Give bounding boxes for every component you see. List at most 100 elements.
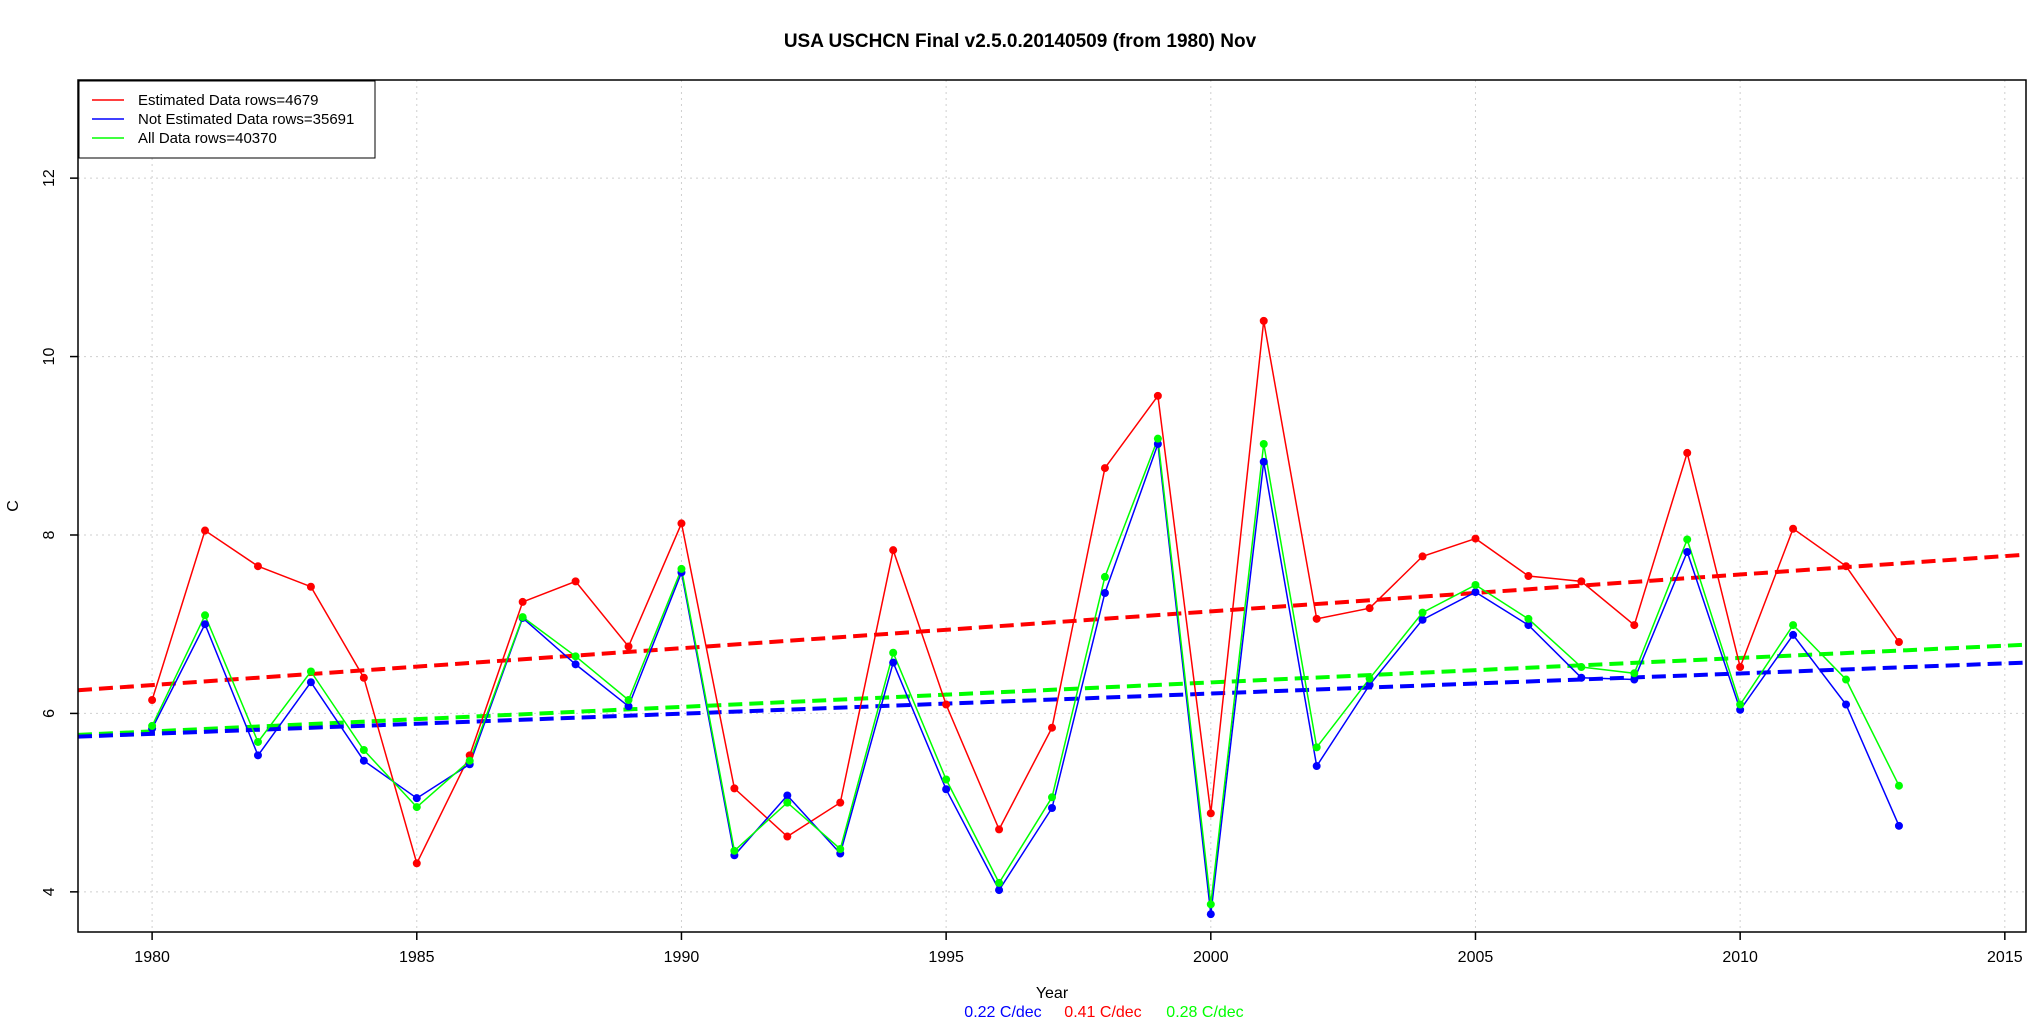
point-s0-32 xyxy=(1842,562,1851,571)
chart-title: USA USCHCN Final v2.5.0.20140509 (from 1… xyxy=(784,31,1257,52)
point-s1-29 xyxy=(1683,547,1692,556)
point-s0-9 xyxy=(624,642,633,651)
x-tick-label-4: 2000 xyxy=(1193,949,1229,966)
point-s1-5 xyxy=(412,794,421,803)
point-s2-10 xyxy=(677,564,686,573)
point-s0-31 xyxy=(1789,524,1798,533)
trend-lines xyxy=(77,552,2027,739)
point-s2-9 xyxy=(624,696,633,705)
point-s1-18 xyxy=(1100,588,1109,597)
point-s2-0 xyxy=(148,721,157,730)
legend-label-1: Not Estimated Data rows=35691 xyxy=(138,111,354,128)
point-s0-5 xyxy=(412,859,421,868)
x-tick-label-0: 1980 xyxy=(134,949,170,966)
point-s2-30 xyxy=(1736,700,1745,709)
point-s0-23 xyxy=(1365,604,1374,613)
point-s2-13 xyxy=(836,845,845,854)
point-s0-2 xyxy=(253,562,262,571)
point-s2-29 xyxy=(1683,535,1692,544)
point-s2-6 xyxy=(465,756,474,765)
point-s1-31 xyxy=(1789,630,1798,639)
point-s2-8 xyxy=(571,652,580,661)
point-s0-8 xyxy=(571,577,580,586)
point-s1-28 xyxy=(1630,675,1639,684)
point-s0-30 xyxy=(1736,663,1745,672)
trend-line-1 xyxy=(77,642,2027,737)
point-s2-19 xyxy=(1153,434,1162,443)
grid xyxy=(78,80,2026,932)
y-tick-label-4: 12 xyxy=(41,169,58,187)
series-line-2 xyxy=(151,438,1900,905)
point-s2-12 xyxy=(783,798,792,807)
point-s0-15 xyxy=(942,700,951,709)
point-s2-16 xyxy=(995,878,1004,887)
y-tick-label-3: 10 xyxy=(41,348,58,366)
legend: Estimated Data rows=4679 Not Estimated Da… xyxy=(78,80,376,159)
point-s2-33 xyxy=(1894,781,1903,790)
point-s1-12 xyxy=(783,791,792,800)
point-s0-19 xyxy=(1153,391,1162,400)
point-s2-23 xyxy=(1365,674,1374,683)
point-s2-7 xyxy=(518,613,527,622)
point-s2-24 xyxy=(1418,608,1427,617)
point-s1-14 xyxy=(889,658,898,667)
point-s0-7 xyxy=(518,597,527,606)
point-s2-26 xyxy=(1524,614,1533,623)
point-s2-2 xyxy=(253,737,262,746)
x-tick-label-7: 2015 xyxy=(1987,949,2023,966)
y-tick-label-1: 6 xyxy=(41,709,58,718)
x-tick-label-6: 2010 xyxy=(1722,949,1758,966)
point-s0-1 xyxy=(201,526,210,535)
y-axis: 4 6 8 10 12 xyxy=(41,169,78,896)
point-s0-16 xyxy=(995,825,1004,834)
point-s2-3 xyxy=(306,667,315,676)
trend-slope-label-1: 0.41 C/dec xyxy=(1064,1004,1141,1019)
trend-slope-label-0: 0.22 C/dec xyxy=(964,1004,1041,1019)
series-line-1 xyxy=(151,443,1900,915)
point-s0-24 xyxy=(1418,552,1427,561)
point-s0-27 xyxy=(1577,577,1586,586)
y-tick-label-2: 8 xyxy=(41,530,58,539)
x-tick-label-1: 1985 xyxy=(399,949,435,966)
point-s2-27 xyxy=(1577,663,1586,672)
point-s1-24 xyxy=(1418,615,1427,624)
point-s0-12 xyxy=(783,832,792,841)
point-s1-17 xyxy=(1048,803,1056,812)
point-s0-0 xyxy=(148,696,157,705)
point-s0-26 xyxy=(1524,572,1533,581)
point-s0-3 xyxy=(306,582,315,591)
point-s1-23 xyxy=(1365,680,1374,689)
point-s1-21 xyxy=(1259,457,1268,466)
point-s2-25 xyxy=(1471,580,1480,589)
point-s0-17 xyxy=(1048,723,1056,732)
y-axis-label: C xyxy=(5,500,22,512)
trend-slope-label-2: 0.28 C/dec xyxy=(1166,1004,1243,1019)
point-s1-1 xyxy=(201,620,210,629)
point-s2-22 xyxy=(1312,743,1321,752)
point-s2-15 xyxy=(942,775,951,784)
point-s2-14 xyxy=(889,648,898,657)
point-s1-8 xyxy=(571,660,580,669)
point-s2-4 xyxy=(359,746,368,755)
point-s0-20 xyxy=(1206,809,1215,818)
point-s1-16 xyxy=(995,886,1004,895)
point-s0-14 xyxy=(889,546,898,555)
point-s2-32 xyxy=(1842,675,1851,684)
point-s1-3 xyxy=(306,678,315,687)
x-axis: 1980 1985 1990 1995 2000 2005 2010 2015 xyxy=(134,932,2023,966)
trend-line-0 xyxy=(77,552,2027,693)
point-s1-26 xyxy=(1524,621,1533,630)
point-s0-22 xyxy=(1312,614,1321,623)
point-s0-4 xyxy=(359,673,368,682)
point-s2-5 xyxy=(412,803,421,812)
point-s1-15 xyxy=(942,785,951,794)
x-axis-label: Year xyxy=(1036,985,1069,1002)
x-tick-label-2: 1990 xyxy=(664,949,700,966)
trend-line-2 xyxy=(77,660,2027,739)
point-s2-1 xyxy=(201,611,210,620)
point-s1-2 xyxy=(253,751,262,760)
point-s1-27 xyxy=(1577,673,1586,682)
point-s0-28 xyxy=(1630,621,1639,630)
point-s1-4 xyxy=(359,756,368,765)
